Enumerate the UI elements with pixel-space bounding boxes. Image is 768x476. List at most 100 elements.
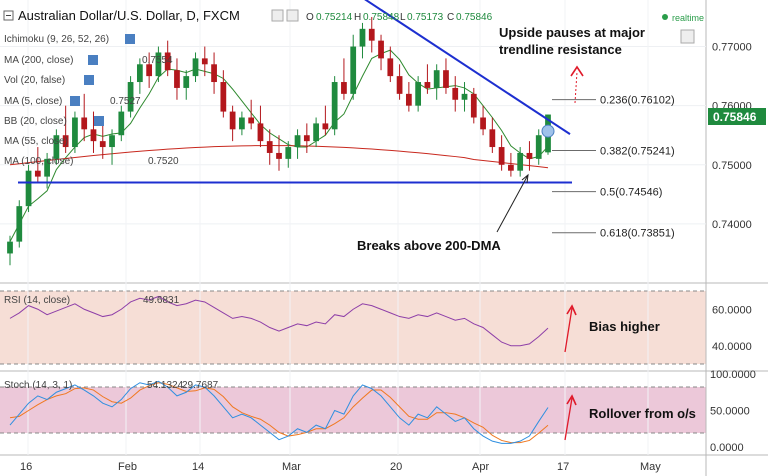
candle-body[interactable] — [136, 64, 143, 83]
candle-body[interactable] — [127, 82, 134, 112]
stoch-d-line[interactable] — [9, 382, 549, 444]
candle-body[interactable] — [322, 123, 329, 130]
time-tick-label: 20 — [390, 461, 402, 473]
upside-arrow-shaft — [574, 71, 578, 104]
candle-body[interactable] — [443, 70, 449, 88]
trendline-resistance[interactable] — [354, 0, 571, 135]
resistance-annotation-line2: trendline resistance — [499, 42, 622, 57]
candle-body[interactable] — [99, 141, 106, 148]
ma200-gear-icon[interactable] — [88, 55, 98, 65]
candle-body[interactable] — [248, 117, 255, 124]
candle-body[interactable] — [508, 164, 514, 171]
candle-body[interactable] — [341, 82, 347, 94]
candle-body[interactable] — [25, 170, 32, 207]
candle-body[interactable] — [62, 135, 69, 148]
realtime-dot-icon — [662, 14, 668, 20]
ma55-label[interactable]: MA (55, close) — [4, 136, 68, 147]
candle-body[interactable] — [285, 147, 292, 159]
price-scale — [706, 0, 768, 455]
candle-body[interactable] — [174, 70, 180, 88]
candle-body[interactable] — [359, 28, 366, 47]
ma100-label[interactable]: MA (100, close) — [4, 156, 73, 167]
candle-body[interactable] — [276, 152, 282, 159]
bias-annotation: Bias higher — [589, 319, 660, 334]
candle-body[interactable] — [387, 58, 394, 77]
candle-body[interactable] — [146, 64, 153, 77]
ma100-value: 0.7520 — [148, 156, 179, 167]
candle-body[interactable] — [229, 111, 236, 130]
rsi-line[interactable] — [9, 295, 549, 347]
candle-body[interactable] — [498, 147, 505, 165]
settings-icon-button[interactable] — [680, 29, 695, 44]
cursor-marker[interactable] — [541, 124, 555, 138]
rsi-band — [0, 291, 706, 364]
vol-gear-icon[interactable] — [84, 75, 94, 85]
candle-body[interactable] — [211, 64, 217, 83]
ohlc-low-value: 0.75173 — [407, 12, 444, 23]
realtime-label: realtime — [672, 13, 704, 23]
ichimoku-label[interactable]: Ichimoku (9, 26, 52, 26) — [4, 34, 109, 45]
candle-body[interactable] — [424, 82, 431, 88]
candle-body[interactable] — [415, 82, 422, 106]
ma200-value: 0.7554 — [142, 55, 173, 66]
indicator-legend: Ichimoku (9, 26, 52, 26) MA (200, close)… — [4, 34, 179, 167]
candle-body[interactable] — [303, 135, 310, 142]
candle-body[interactable] — [266, 141, 273, 153]
candle-body[interactable] — [44, 158, 50, 177]
time-tick-label: Mar — [282, 461, 301, 473]
ma200-label[interactable]: MA (200, close) — [4, 55, 73, 66]
time-tick-label: 17 — [557, 461, 569, 473]
candle-body[interactable] — [109, 135, 115, 148]
candle-body[interactable] — [72, 117, 78, 148]
candle-body[interactable] — [433, 70, 440, 88]
candle-body[interactable] — [470, 93, 477, 118]
candle-body[interactable] — [118, 111, 125, 136]
bb-gear-icon[interactable] — [94, 116, 104, 126]
candle-body[interactable] — [489, 129, 496, 148]
ohlc-high-value: 0.75848 — [363, 12, 400, 23]
candle-body[interactable] — [526, 152, 533, 159]
ma5-label[interactable]: MA (5, close) — [4, 96, 62, 107]
stoch-d-value: 29.7687 — [182, 380, 219, 391]
candle-body[interactable] — [239, 117, 245, 130]
ichimoku-gear-icon[interactable] — [125, 34, 135, 44]
time-tick-label: 14 — [192, 461, 204, 473]
candle-body[interactable] — [378, 40, 384, 59]
ma5-gear-icon[interactable] — [70, 96, 80, 106]
candle-body[interactable] — [257, 123, 264, 142]
candle-body[interactable] — [155, 52, 162, 77]
stoch-k-line[interactable] — [9, 380, 549, 444]
ohlc-close-label: C — [447, 12, 454, 23]
candle-body[interactable] — [90, 129, 97, 142]
rollover-arrow-shaft — [564, 397, 573, 441]
vol-label[interactable]: Vol (20, false) — [4, 75, 65, 86]
candle-body[interactable] — [535, 135, 542, 159]
candle-body[interactable] — [34, 170, 41, 177]
candle-body[interactable] — [368, 28, 375, 41]
candle-body[interactable] — [201, 58, 208, 65]
candle-body[interactable] — [405, 93, 412, 106]
candle-body[interactable] — [294, 135, 301, 148]
candle-body[interactable] — [396, 76, 403, 94]
bb-label[interactable]: BB (20, close) — [4, 116, 67, 127]
candle-body[interactable] — [350, 46, 357, 94]
candle-body[interactable] — [53, 135, 60, 159]
candle-body[interactable] — [183, 76, 190, 88]
rsi-label[interactable]: RSI (14, close) — [4, 295, 70, 306]
gear-icon-button[interactable] — [286, 9, 299, 22]
eye-icon-button[interactable] — [271, 9, 284, 22]
candle-body[interactable] — [220, 82, 227, 112]
candle-body[interactable] — [480, 117, 486, 130]
candle-body[interactable] — [192, 58, 199, 77]
candle-body[interactable] — [16, 206, 23, 242]
candle-body[interactable] — [452, 87, 459, 100]
candle-body[interactable] — [331, 82, 338, 130]
candle-body[interactable] — [7, 241, 13, 254]
candle-body[interactable] — [461, 93, 468, 100]
stoch-tick-label: 0.0000 — [710, 442, 744, 454]
candle-body[interactable] — [313, 123, 319, 142]
candle-body[interactable] — [81, 117, 88, 130]
candle-body[interactable] — [164, 52, 171, 71]
candle-body[interactable] — [517, 152, 524, 171]
stoch-label[interactable]: Stoch (14, 3, 1) — [4, 380, 72, 391]
